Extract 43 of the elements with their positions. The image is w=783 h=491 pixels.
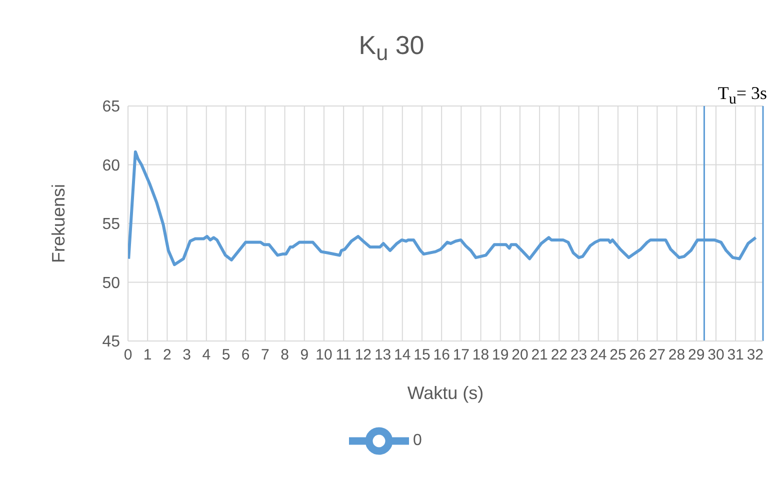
x-tick-label: 21 — [531, 346, 548, 364]
x-tick-label: 20 — [512, 346, 528, 364]
x-tick-label: 30 — [708, 346, 724, 364]
legend-label: 0 — [413, 432, 422, 450]
x-tick-label: 0 — [124, 346, 132, 364]
x-tick-label: 15 — [414, 346, 430, 364]
x-tick-label: 23 — [570, 346, 588, 364]
x-tick-label: 4 — [202, 346, 211, 364]
x-tick-label: 9 — [300, 346, 309, 364]
x-tick-label: 26 — [629, 346, 646, 364]
x-tick-label: 14 — [394, 346, 411, 364]
x-tick-label: 13 — [374, 346, 392, 364]
x-tick-label: 8 — [280, 346, 289, 364]
x-tick-label: 29 — [688, 346, 705, 364]
annotation: T$_{u}$= 3s — [718, 83, 767, 109]
x-tick-label: 6 — [241, 346, 250, 364]
x-tick-label: 27 — [648, 346, 666, 364]
y-tick-label: 50 — [102, 274, 120, 292]
x-tick-label: 32 — [746, 346, 764, 364]
x-tick-label: 24 — [590, 346, 607, 364]
x-axis-title: Waktu (s) — [407, 383, 484, 403]
x-tick-label: 5 — [222, 346, 230, 364]
x-tick-label: 16 — [433, 346, 450, 364]
x-tick-label: 11 — [336, 346, 352, 364]
x-tick-label: 19 — [492, 346, 509, 364]
x-tick-label: 17 — [452, 346, 470, 364]
x-tick-label: 18 — [472, 346, 490, 364]
x-tick-label: 1 — [143, 346, 152, 364]
x-tick-label: 2 — [163, 346, 172, 364]
x-tick-label: 3 — [182, 346, 191, 364]
x-tick-label: 25 — [610, 346, 626, 364]
y-tick-label: 60 — [102, 157, 120, 174]
y-tick-label: 45 — [102, 334, 120, 351]
chart-title: K$_{u}$ 30 — [358, 30, 426, 66]
x-tick-label: 28 — [668, 346, 686, 364]
x-tick-label: 10 — [316, 346, 332, 364]
x-tick-label: 31 — [727, 346, 744, 364]
y-axis-title: Frekuensi — [48, 184, 68, 264]
y-tick-label: 65 — [102, 98, 120, 116]
x-tick-label: 12 — [354, 346, 372, 364]
x-tick-label: 22 — [550, 346, 568, 364]
y-tick-label: 55 — [102, 216, 120, 234]
x-tick-label: 7 — [261, 346, 270, 364]
